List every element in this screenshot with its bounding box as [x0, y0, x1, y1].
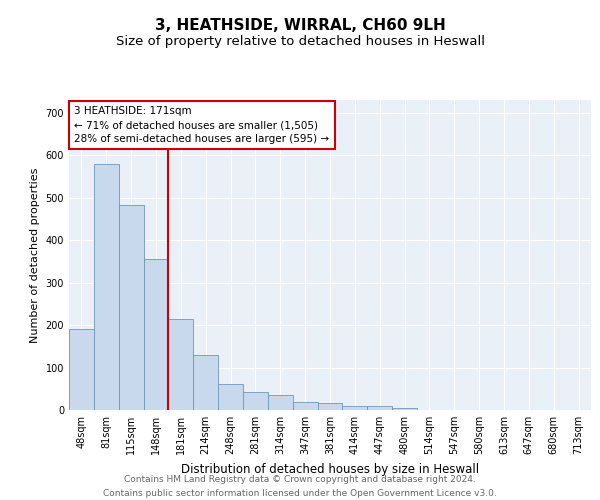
Bar: [143, 259, 169, 410]
Bar: [169, 318, 193, 410]
Bar: [119, 205, 143, 410]
Bar: [317, 403, 343, 410]
Bar: [218, 384, 243, 410]
Text: 3, HEATHSIDE, WIRRAL, CH60 9LH: 3, HEATHSIDE, WIRRAL, CH60 9LH: [155, 18, 445, 32]
Y-axis label: Number of detached properties: Number of detached properties: [30, 168, 40, 342]
Bar: [243, 392, 268, 410]
Bar: [392, 408, 417, 410]
Text: Contains HM Land Registry data © Crown copyright and database right 2024.
Contai: Contains HM Land Registry data © Crown c…: [103, 476, 497, 498]
X-axis label: Distribution of detached houses by size in Heswall: Distribution of detached houses by size …: [181, 462, 479, 475]
Bar: [69, 330, 94, 410]
Bar: [193, 355, 218, 410]
Bar: [343, 406, 367, 410]
Bar: [268, 395, 293, 410]
Bar: [94, 164, 119, 410]
Text: Size of property relative to detached houses in Heswall: Size of property relative to detached ho…: [115, 35, 485, 48]
Bar: [293, 402, 317, 410]
Bar: [367, 406, 392, 410]
Text: 3 HEATHSIDE: 171sqm
← 71% of detached houses are smaller (1,505)
28% of semi-det: 3 HEATHSIDE: 171sqm ← 71% of detached ho…: [74, 106, 329, 144]
